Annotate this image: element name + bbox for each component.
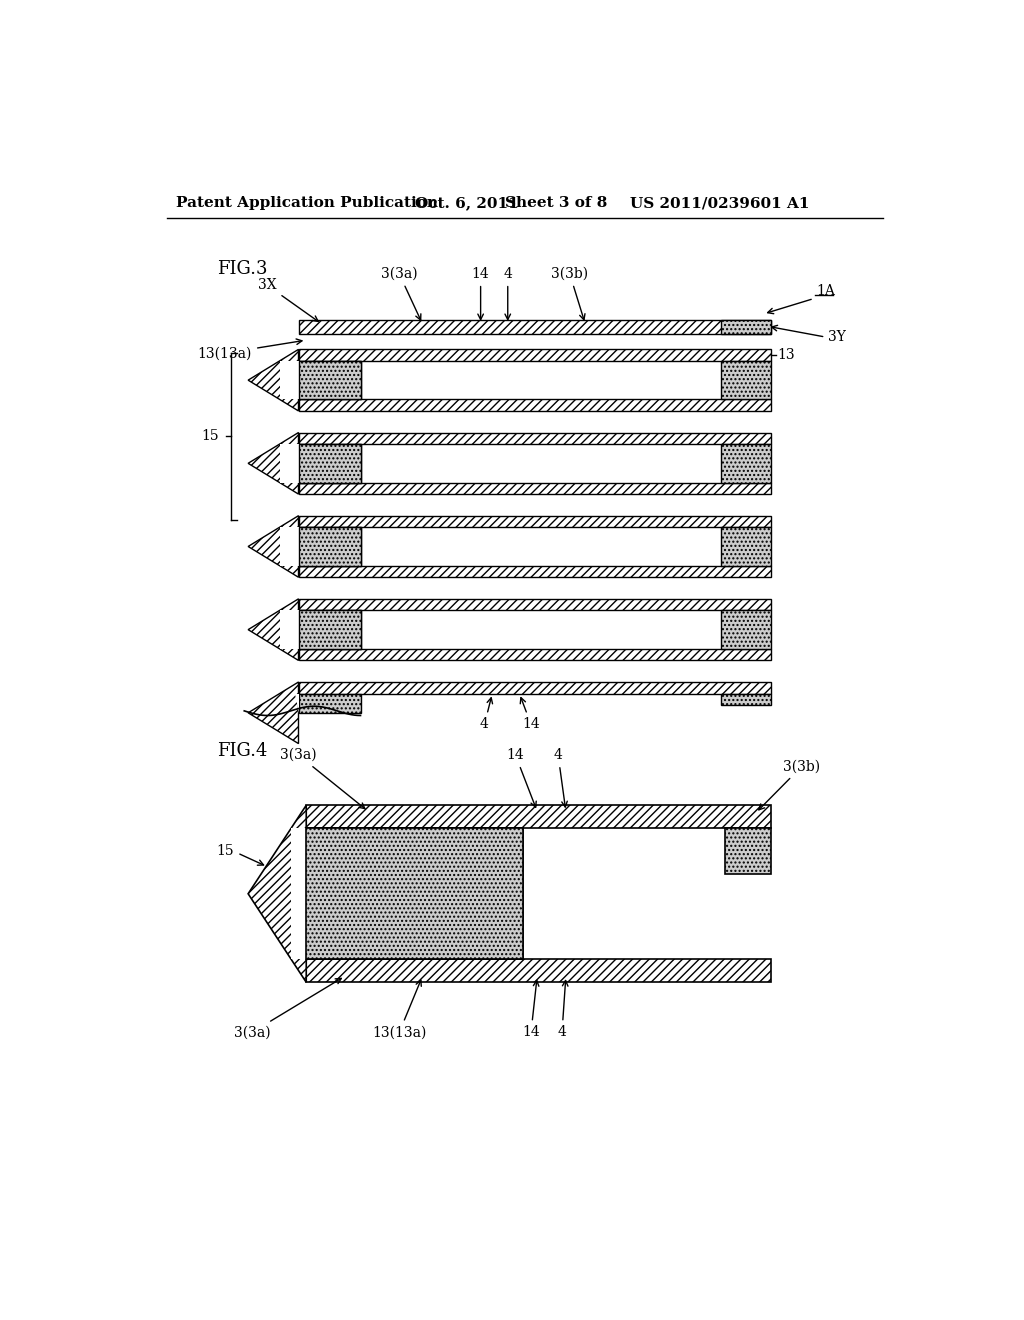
- Text: 14: 14: [507, 748, 537, 808]
- Text: 4: 4: [504, 267, 512, 319]
- Text: 4: 4: [554, 748, 567, 807]
- Bar: [299, 360, 360, 400]
- Bar: [306, 805, 771, 829]
- Text: 3(3b): 3(3b): [551, 267, 589, 319]
- Bar: [299, 610, 360, 649]
- Bar: [299, 433, 771, 444]
- Bar: [306, 960, 771, 982]
- Polygon shape: [248, 599, 299, 660]
- Bar: [299, 693, 360, 713]
- Bar: [299, 444, 360, 483]
- Text: 13: 13: [777, 348, 795, 362]
- Bar: [299, 610, 360, 649]
- Polygon shape: [280, 610, 299, 649]
- Bar: [299, 321, 771, 334]
- Text: 3(3a): 3(3a): [233, 978, 341, 1039]
- Bar: [299, 360, 360, 400]
- Bar: [299, 649, 771, 660]
- Polygon shape: [280, 444, 299, 483]
- Bar: [725, 829, 771, 874]
- Bar: [721, 360, 771, 400]
- Text: Patent Application Publication: Patent Application Publication: [176, 197, 438, 210]
- Text: 14: 14: [520, 697, 540, 731]
- Bar: [299, 400, 771, 411]
- Text: 13(13a): 13(13a): [198, 339, 302, 360]
- Text: 15: 15: [216, 845, 234, 858]
- Text: 13(13a): 13(13a): [372, 981, 426, 1039]
- Text: 3(3a): 3(3a): [281, 748, 365, 809]
- Polygon shape: [248, 433, 299, 494]
- Bar: [299, 527, 360, 566]
- Polygon shape: [248, 350, 299, 411]
- Polygon shape: [248, 516, 299, 577]
- Polygon shape: [280, 360, 299, 400]
- Bar: [299, 527, 360, 566]
- Text: 4: 4: [557, 981, 568, 1039]
- Bar: [721, 444, 771, 483]
- Text: Sheet 3 of 8: Sheet 3 of 8: [506, 197, 608, 210]
- Text: 14: 14: [522, 981, 540, 1039]
- Bar: [721, 527, 771, 566]
- Text: 15: 15: [201, 429, 219, 444]
- Text: US 2011/0239601 A1: US 2011/0239601 A1: [630, 197, 810, 210]
- Text: 3(3a): 3(3a): [381, 267, 421, 319]
- Polygon shape: [295, 693, 299, 713]
- Bar: [299, 483, 771, 494]
- Text: 3Y: 3Y: [827, 330, 846, 345]
- Bar: [299, 682, 771, 693]
- Bar: [299, 566, 771, 577]
- Text: 1A: 1A: [816, 284, 836, 298]
- Bar: [299, 599, 771, 610]
- Bar: [721, 693, 771, 705]
- Text: FIG.4: FIG.4: [217, 742, 267, 760]
- Polygon shape: [291, 829, 306, 960]
- Polygon shape: [280, 527, 299, 566]
- Bar: [299, 516, 771, 527]
- Bar: [306, 829, 523, 960]
- Text: 3(3b): 3(3b): [759, 760, 820, 810]
- Bar: [299, 350, 771, 360]
- Bar: [299, 444, 360, 483]
- Bar: [306, 829, 523, 960]
- Polygon shape: [248, 682, 299, 743]
- Text: FIG.3: FIG.3: [217, 260, 267, 277]
- Text: 3X: 3X: [258, 279, 318, 322]
- Text: 14: 14: [472, 267, 489, 319]
- Text: 4: 4: [480, 698, 493, 731]
- Bar: [721, 321, 771, 334]
- Text: Oct. 6, 2011: Oct. 6, 2011: [415, 197, 518, 210]
- Bar: [721, 610, 771, 649]
- Polygon shape: [248, 805, 306, 982]
